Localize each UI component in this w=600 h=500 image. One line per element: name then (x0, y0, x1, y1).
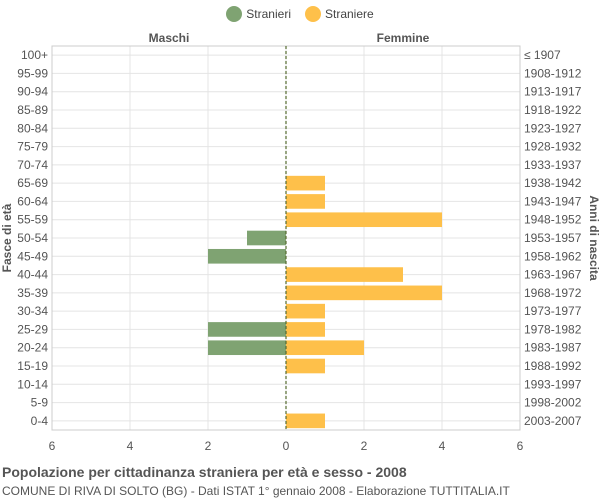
x-tick-label: 6 (517, 439, 524, 453)
birth-year-label: 1933-1937 (524, 158, 582, 172)
bar-female (286, 194, 325, 209)
header-females: Femmine (377, 31, 430, 45)
age-group-label: 85-89 (17, 103, 48, 117)
legend-item-females[interactable]: Straniere (304, 6, 374, 22)
age-group-label: 40-44 (17, 268, 48, 282)
age-group-label: 70-74 (17, 158, 48, 172)
legend-swatch-males (226, 6, 243, 22)
birth-year-label: 1983-1987 (524, 341, 582, 355)
bar-male (208, 340, 286, 356)
age-group-label: 20-24 (17, 341, 48, 355)
legend-item-males[interactable]: Stranieri (226, 6, 291, 22)
age-group-label: 100+ (21, 48, 48, 62)
x-tick-label: 6 (49, 439, 56, 453)
age-group-label: 60-64 (17, 194, 48, 208)
chart-subtitle: COMUNE DI RIVA DI SOLTO (BG) - Dati ISTA… (2, 484, 510, 498)
age-group-label: 30-34 (17, 304, 48, 318)
birth-year-label: 1943-1947 (524, 194, 582, 208)
birth-year-label: 1978-1982 (524, 322, 582, 336)
legend-label-females: Straniere (324, 7, 374, 21)
chart-title: Popolazione per cittadinanza straniera p… (2, 464, 407, 480)
chart-legend: Stranieri Straniere (0, 6, 600, 22)
age-group-label: 10-14 (17, 377, 48, 391)
age-group-label: 35-39 (17, 286, 48, 300)
age-group-label: 25-29 (17, 322, 48, 336)
x-tick-label: 4 (127, 439, 134, 453)
bar-male (247, 230, 286, 246)
bar-female (286, 340, 364, 356)
birth-year-label: ≤ 1907 (524, 48, 561, 62)
age-group-label: 55-59 (17, 213, 48, 227)
birth-year-label: 1968-1972 (524, 286, 582, 300)
age-group-label: 65-69 (17, 176, 48, 190)
header-males: Maschi (149, 31, 190, 45)
bar-female (286, 267, 403, 282)
y-axis-title-left: Fasce di età (0, 203, 14, 272)
birth-year-label: 1923-1927 (524, 121, 582, 135)
birth-year-label: 1958-1962 (524, 249, 582, 263)
birth-year-label: 1928-1932 (524, 140, 582, 154)
bar-female (286, 212, 442, 228)
birth-year-label: 1988-1992 (524, 359, 582, 373)
birth-year-label: 1953-1957 (524, 231, 582, 245)
x-tick-label: 2 (361, 439, 368, 453)
age-group-label: 95-99 (17, 66, 48, 80)
birth-year-label: 1963-1967 (524, 268, 582, 282)
bar-female (286, 175, 325, 191)
bar-female (286, 358, 325, 374)
bar-female (286, 285, 442, 301)
birth-year-label: 1938-1942 (524, 176, 582, 190)
age-group-label: 5-9 (31, 396, 49, 410)
age-group-label: 50-54 (17, 231, 48, 245)
legend-swatch-females (304, 6, 321, 22)
birth-year-label: 1908-1912 (524, 66, 582, 80)
age-group-label: 80-84 (17, 121, 48, 135)
x-tick-label: 4 (439, 439, 446, 453)
y-axis-title-right: Anni di nascita (587, 195, 600, 281)
age-group-label: 15-19 (17, 359, 48, 373)
age-group-label: 45-49 (17, 249, 48, 263)
birth-year-label: 1973-1977 (524, 304, 582, 318)
birth-year-label: 1998-2002 (524, 396, 582, 410)
bar-female (286, 413, 325, 429)
bar-male (208, 248, 286, 264)
age-group-label: 75-79 (17, 140, 48, 154)
legend-label-males: Stranieri (246, 7, 291, 21)
birth-year-label: 1918-1922 (524, 103, 582, 117)
age-group-label: 90-94 (17, 85, 48, 99)
birth-year-label: 2003-2007 (524, 414, 582, 428)
birth-year-label: 1993-1997 (524, 377, 582, 391)
bar-female (286, 322, 325, 337)
birth-year-label: 1948-1952 (524, 213, 582, 227)
age-group-label: 0-4 (31, 414, 49, 428)
birth-year-label: 1913-1917 (524, 85, 582, 99)
bar-male (208, 322, 286, 337)
x-tick-label: 2 (205, 439, 212, 453)
x-tick-label: 0 (283, 439, 290, 453)
population-pyramid-chart: 100+ ≤ 1907 95-99 1908-1912 90-94 1913-1917 85… (0, 31, 600, 453)
bar-female (286, 303, 325, 319)
